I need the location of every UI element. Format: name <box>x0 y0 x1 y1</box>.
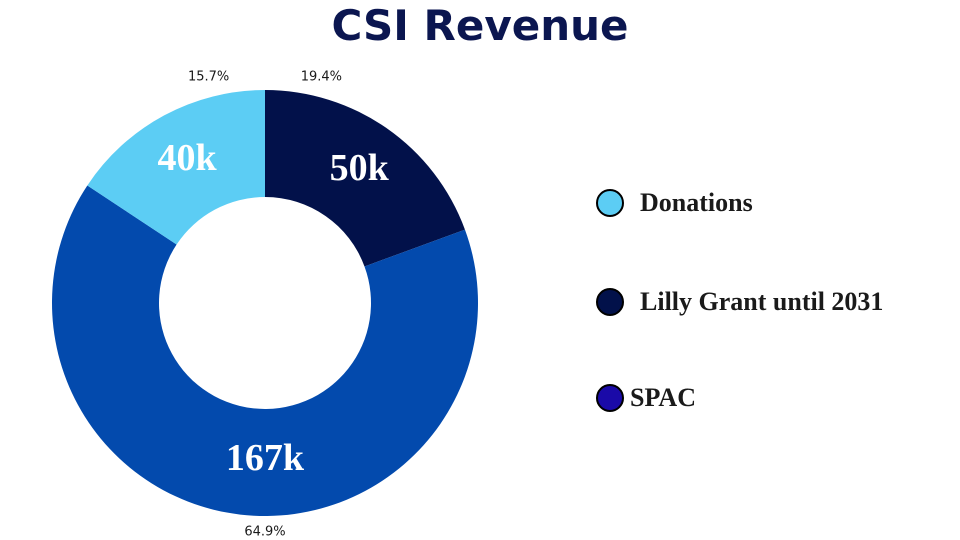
legend-item-lilly-grant: Lilly Grant until 2031 <box>596 287 883 317</box>
value-label-spac: 167k <box>226 437 305 479</box>
legend-label-donations: Donations <box>640 188 753 217</box>
legend-item-donations: Donations <box>596 188 753 218</box>
legend-label-lilly-grant: Lilly Grant until 2031 <box>640 287 884 316</box>
slice-donations <box>87 89 265 245</box>
slice-lilly-grant-until-2031 <box>265 90 465 267</box>
percent-label-spac: 64.9% <box>244 525 285 540</box>
percent-label-lilly-grant-until-2031: 19.4% <box>301 69 342 84</box>
value-label-donations: 40k <box>158 137 218 179</box>
value-label-lilly-grant-until-2031: 50k <box>330 147 390 189</box>
legend-swatch-donations <box>596 189 624 217</box>
percent-label-donations: 15.7% <box>188 69 229 84</box>
legend-swatch-spac <box>596 384 624 412</box>
legend-label-spac: SPAC <box>630 383 696 412</box>
slice-spac <box>52 185 479 516</box>
legend-item-spac: SPAC <box>596 383 696 413</box>
chart-title: CSI Revenue <box>331 1 629 50</box>
legend-swatch-lilly-grant <box>596 288 624 316</box>
